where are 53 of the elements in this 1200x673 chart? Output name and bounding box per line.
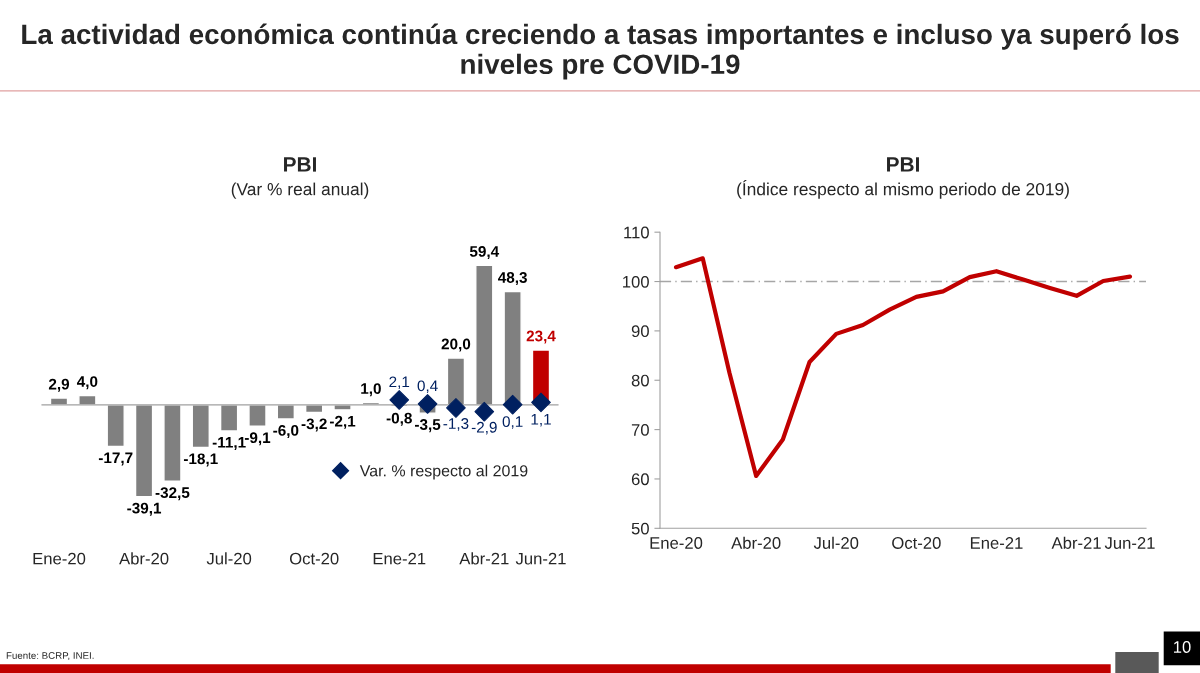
y-tick-label: 60 — [631, 473, 649, 486]
x-tick-label: Ene-20 — [33, 552, 86, 565]
data-label: 23,4 — [526, 330, 556, 344]
y-tick-label: 110 — [624, 226, 649, 239]
x-tick-label: Abr-20 — [119, 552, 169, 565]
x-tick-label: Abr-20 — [731, 536, 781, 549]
data-label: 1,0 — [361, 383, 381, 397]
y-tick-label: 50 — [631, 522, 649, 535]
x-tick-label: Jun-21 — [515, 552, 566, 565]
x-tick-label: Ene-21 — [373, 552, 426, 565]
chart-subtitle: (Var % real anual) — [231, 182, 369, 199]
text: 10 — [1174, 641, 1191, 653]
data-label: -6,0 — [273, 424, 299, 439]
data-label: 0,1 — [502, 416, 523, 429]
data-label: -2,1 — [329, 415, 356, 429]
x-tick-label: Jul-20 — [813, 536, 859, 549]
x-tick-label: Abr-21 — [1051, 536, 1101, 549]
y-tick-label: 80 — [631, 374, 649, 387]
x-tick-label: Ene-20 — [650, 537, 703, 549]
source-note: Fuente: BCRP, INEI. — [6, 652, 94, 661]
y-tick-label: 70 — [631, 424, 649, 436]
data-label: 2,1 — [389, 376, 410, 390]
data-label: -39,1 — [127, 502, 162, 516]
data-label: 20,0 — [441, 338, 471, 352]
x-tick-label: Abr-21 — [459, 552, 509, 565]
chart-subtitle: (Índice respecto al mismo periodo de 2019) — [737, 180, 1069, 199]
data-label: -9,1 — [244, 432, 271, 446]
x-tick-label: Ene-21 — [970, 537, 1023, 549]
x-tick-label: Oct-20 — [289, 552, 339, 565]
x-tick-label: Oct-20 — [892, 537, 941, 549]
data-label: -0,8 — [386, 412, 412, 426]
x-tick-label: Jun-21 — [1104, 537, 1155, 549]
data-label: 4,0 — [76, 376, 98, 390]
data-label: -18,1 — [183, 453, 218, 467]
y-tick-label: 100 — [623, 275, 649, 288]
data-label: -1,3 — [443, 418, 469, 431]
data-label: -32,5 — [155, 487, 190, 501]
data-label: -11,1 — [212, 437, 246, 450]
text: La actividad económica continúa creciendo a tasas importantes e incluso ya superó los niveles pre COVID-19 — [22, 23, 1179, 80]
legend-label: Var. % respecto al 2019 — [359, 464, 528, 480]
chart-title: PBI — [284, 157, 316, 172]
data-label: -2,9 — [471, 421, 497, 435]
data-label: 2,9 — [48, 378, 70, 392]
data-label: 1,1 — [531, 414, 551, 427]
data-label: -3,2 — [301, 418, 327, 432]
data-label: 0,4 — [417, 380, 438, 394]
data-label: 59,4 — [469, 246, 500, 260]
data-label: -3,5 — [415, 419, 441, 433]
data-label: 48,3 — [498, 272, 527, 286]
x-tick-label: Jul-20 — [206, 552, 252, 565]
y-tick-label: 90 — [631, 325, 649, 338]
chart-title: PBI — [887, 157, 919, 172]
data-label: -17,7 — [98, 452, 133, 466]
